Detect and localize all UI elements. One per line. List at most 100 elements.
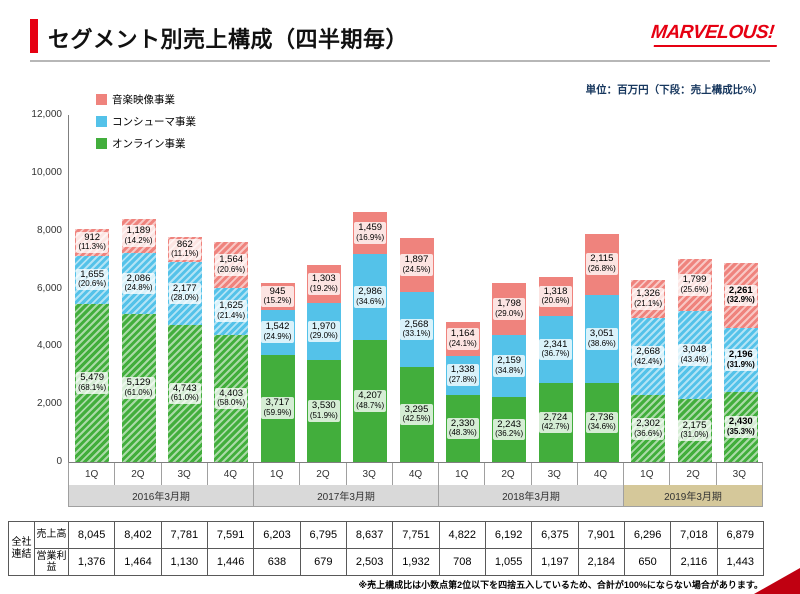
table-row-label-0: 売上高: [35, 522, 69, 549]
quarter-label-7: 4Q: [393, 463, 440, 485]
table-value-r1-c11: 2,184: [578, 549, 625, 576]
bar-segment-music: 1,164 (24.1%): [445, 322, 480, 356]
bar-segment-online: 4,743 (61.0%): [167, 324, 202, 462]
bar-segment-label-music: 1,897 (24.5%): [400, 254, 433, 276]
bar-segment-online: 2,724 (42.7%): [538, 383, 573, 462]
table-value-r1-c10: 1,197: [532, 549, 579, 576]
bar-segment-label-music: 1,798 (29.0%): [493, 297, 526, 320]
quarter-label-4: 1Q: [254, 463, 301, 485]
y-axis-label: 6,000: [36, 282, 62, 294]
table-value-r0-c13: 7,018: [671, 522, 718, 549]
stacked-bar-3-4Q: 4,403 (58.0%) 1,625 (21.4%) 1,564 (20.6%): [214, 242, 249, 462]
legend-swatch-music: [96, 94, 107, 105]
bar-segment-label-online: 5,129 (61.0%): [122, 377, 155, 399]
unit-note: 単位：百万円（下段：売上構成比%）: [585, 84, 763, 96]
bar-segment-music: 2,261 (32.9%): [723, 262, 758, 329]
bar-segment-label-music: 862 (11.1%): [169, 238, 201, 261]
bar-segment-label-online: 2,736 (34.6%): [585, 411, 618, 434]
bar-segment-online: 3,530 (51.9%): [306, 359, 341, 462]
legend-swatch-consumer: [96, 116, 107, 127]
bar-segment-label-music: 1,189 (14.2%): [122, 225, 155, 247]
y-axis-label: 4,000: [36, 340, 62, 352]
stacked-bar-13-2Q: 2,175 (31.0%) 3,048 (43.4%) 1,799 (25.6%): [677, 258, 712, 462]
legend-item-consumer: コンシューマ事業: [96, 114, 196, 129]
legend-item-online: オンライン事業: [96, 136, 196, 151]
table-value-r1-c1: 1,464: [115, 549, 162, 576]
table-value-r1-c3: 1,446: [207, 549, 255, 576]
quarter-label-14: 3Q: [732, 468, 747, 480]
bar-segment-label-consumer: 1,542 (24.9%): [261, 321, 294, 344]
stacked-bar-5-2Q: 3,530 (51.9%) 1,970 (29.0%) 1,303 (19.2%): [306, 265, 341, 462]
bar-segment-label-music: 1,799 (25.6%): [678, 274, 711, 296]
y-axis-label: 10,000: [31, 166, 62, 178]
bar-segment-music: 1,799 (25.6%): [677, 258, 712, 311]
table-value-r1-c4: 638: [254, 549, 301, 576]
bar-segment-music: 1,564 (20.6%): [214, 242, 249, 288]
table-value-r1-c14: 1,443: [717, 549, 764, 576]
bar-segment-label-consumer: 2,196 (31.9%): [724, 349, 757, 371]
table-value-r0-c3: 7,591: [207, 522, 255, 549]
bar-segment-music: 2,115 (26.8%): [584, 233, 619, 295]
table-value-r0-c8: 4,822: [439, 522, 486, 549]
bar-segment-label-music: 2,261 (32.9%): [724, 284, 757, 307]
bar-segment-online: 2,243 (36.2%): [492, 397, 527, 462]
table-value-r0-c7: 7,751: [393, 522, 440, 549]
bar-segment-online: 3,717 (59.9%): [260, 354, 295, 462]
bar-segment-consumer: 1,338 (27.8%): [445, 355, 480, 395]
stacked-bar-9-2Q: 2,243 (36.2%) 2,159 (34.8%) 1,798 (29.0%): [492, 282, 527, 462]
table-value-r1-c2: 1,130: [161, 549, 208, 576]
table-value-r0-c11: 7,901: [578, 522, 625, 549]
bar-segment-consumer: 2,196 (31.9%): [723, 328, 758, 392]
table-value-r0-c4: 6,203: [254, 522, 301, 549]
bar-segment-online: 5,479 (68.1%): [75, 303, 110, 462]
table-value-r0-c14: 6,879: [717, 522, 764, 549]
fiscal-year-row: 2016年3月期 2017年3月期 2018年3月期 2019年3月期: [68, 485, 763, 507]
bar-segment-music: 1,459 (16.9%): [353, 211, 388, 255]
bar-segment-label-consumer: 1,970 (29.0%): [307, 320, 340, 343]
bar-segment-label-music: 1,564 (20.6%): [215, 254, 248, 276]
y-axis-label: 0: [56, 456, 62, 467]
bar-segment-label-music: 1,164 (24.1%): [446, 328, 479, 350]
summary-table: 全社連結 売上高 8,045 8,402 7,781 7,591 6,203 6,795 8,6…: [8, 521, 764, 576]
bar-segment-consumer: 2,568 (33.1%): [399, 292, 434, 367]
table-value-r0-c6: 8,637: [346, 522, 394, 549]
bar-segment-music: 945 (15.2%): [260, 282, 295, 310]
table-value-r0-c12: 6,296: [624, 522, 672, 549]
legend-label-consumer: コンシューマ事業: [112, 116, 196, 128]
bar-segment-label-music: 2,115 (26.8%): [585, 253, 618, 275]
bar-segment-consumer: 2,341 (36.7%): [538, 315, 573, 384]
stacked-bar-4-1Q: 3,717 (59.9%) 1,542 (24.9%) 945 (15.2%): [260, 282, 295, 462]
table-value-r1-c8: 708: [439, 549, 486, 576]
stacked-bar-plot: 5,479 (68.1%) 1,655 (20.6%) 912 (11.3%) 5,129(…: [68, 115, 764, 462]
bar-segment-music: 912 (11.3%): [75, 229, 110, 256]
bar-segment-label-online: 5,479 (68.1%): [76, 372, 109, 394]
table-value-r0-c9: 6,192: [485, 522, 533, 549]
fiscal-year-label: 2016年3月期: [69, 485, 254, 506]
quarter-label-1: 2Q: [115, 463, 162, 485]
bar-segment-label-online: 4,743 (61.0%): [168, 382, 201, 405]
bar-segment-label-music: 945 (15.2%): [261, 285, 294, 308]
chart-legend: 音楽映像事業 コンシューマ事業 オンライン事業: [96, 92, 196, 151]
legend-label-online: オンライン事業: [112, 138, 186, 150]
table-value-r0-c1: 8,402: [115, 522, 162, 549]
header-divider: [30, 60, 770, 62]
bar-segment-label-music: 1,326 (21.1%): [632, 288, 665, 310]
table-row-label-1: 営業利益: [35, 549, 69, 576]
bar-segment-consumer: 2,086 (24.8%): [121, 253, 156, 314]
quarter-label-8: 1Q: [439, 463, 486, 485]
footnote: ※売上構成比は小数点第2位以下を四捨五入しているため、合計が100%にならない場…: [358, 580, 763, 590]
stacked-bar-2-3Q: 4,743 (61.0%) 2,177 (28.0%) 862 (11.1%): [167, 237, 202, 462]
quarter-label-0: 1Q: [69, 463, 116, 485]
table-value-r1-c6: 2,503: [346, 549, 394, 576]
quarter-label-9: 2Q: [485, 463, 532, 485]
page-title: セグメント別売上構成（四半期毎）: [48, 27, 409, 52]
quarter-label-13: 2Q: [670, 463, 717, 485]
table-value-r1-c13: 2,116: [671, 549, 718, 576]
legend-label-music: 音楽映像事業: [112, 94, 175, 106]
bar-segment-label-online: 2,243 (36.2%): [493, 418, 526, 441]
stacked-bar-8-1Q: 2,330 (48.3%) 1,338 (27.8%) 1,164 (24.1%): [445, 322, 480, 462]
bar-segment-consumer: 2,668 (42.4%): [631, 318, 666, 396]
bar-segment-consumer: 1,970 (29.0%): [306, 302, 341, 360]
bar-segment-consumer: 1,655 (20.6%): [75, 255, 110, 304]
